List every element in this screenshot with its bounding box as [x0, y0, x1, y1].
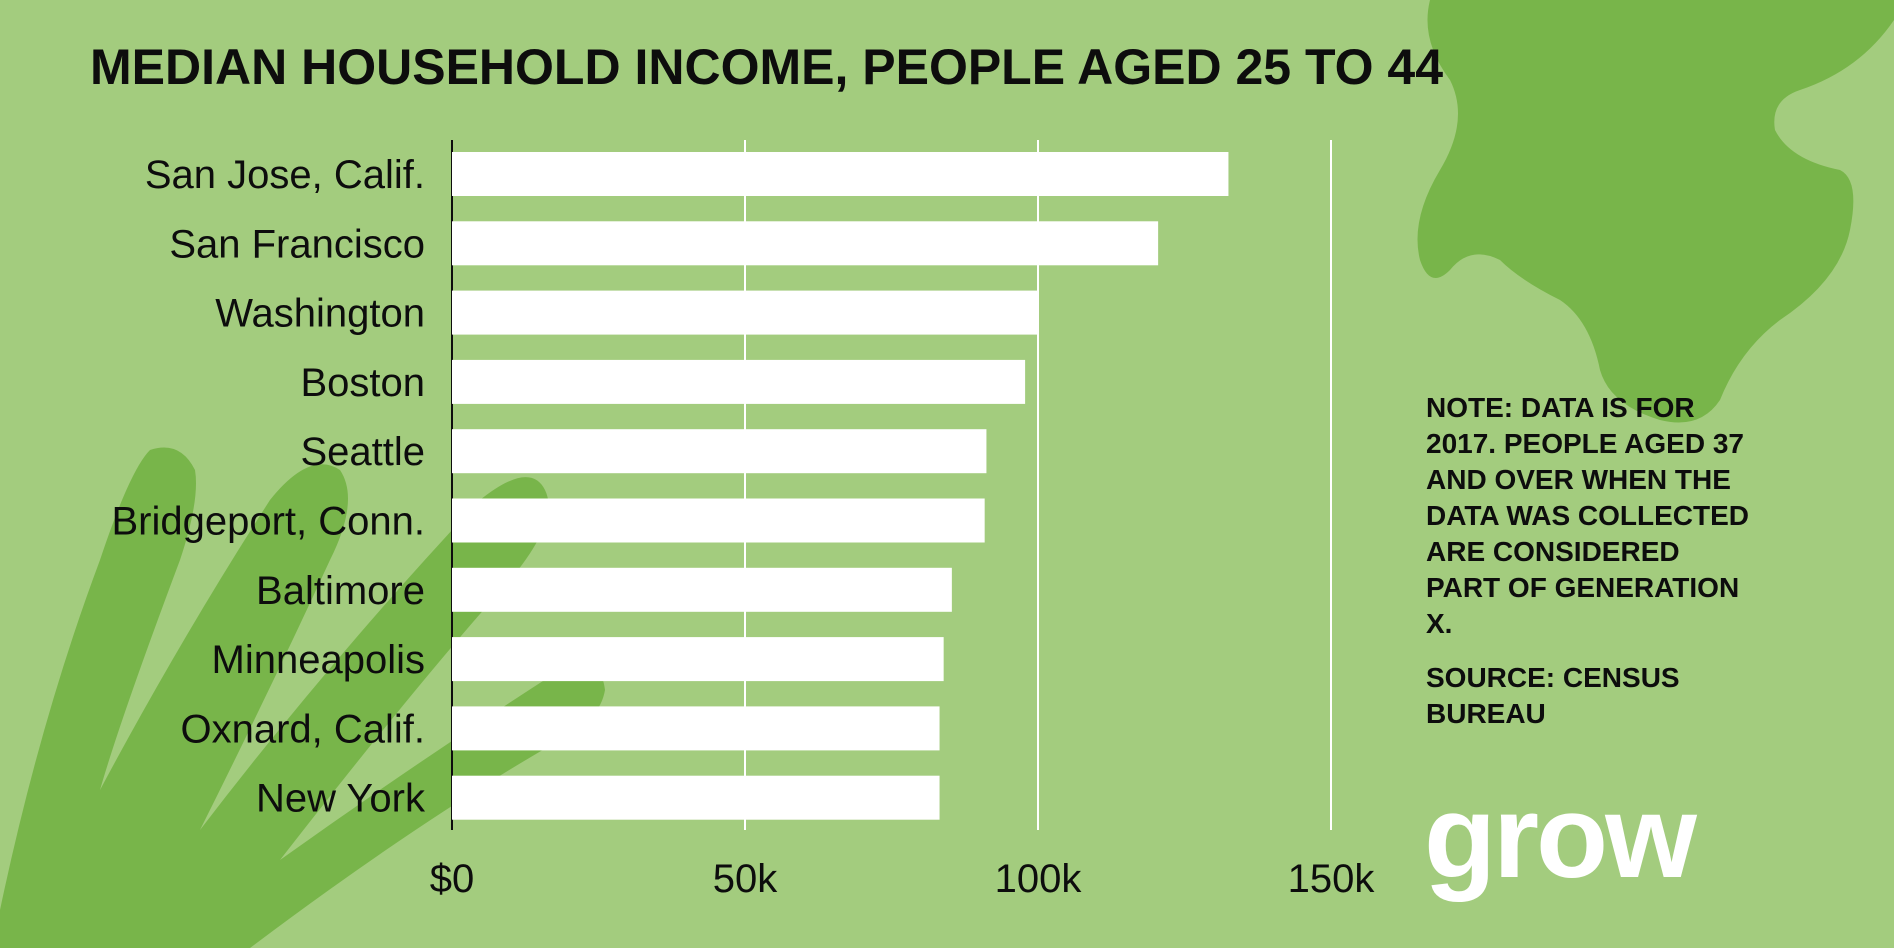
- category-label: San Jose, Calif.: [145, 153, 425, 197]
- grow-logo: grow: [1424, 771, 1697, 903]
- bars: [452, 152, 1229, 820]
- bar: [452, 221, 1159, 266]
- bar: [452, 498, 985, 543]
- x-tick-label: 100k: [995, 857, 1083, 901]
- source-text: SOURCE: CENSUS BUREAU: [1426, 662, 1680, 729]
- category-label: Oxnard, Calif.: [180, 707, 425, 751]
- bar: [452, 706, 940, 751]
- bar: [452, 775, 940, 820]
- bar: [452, 152, 1229, 196]
- bar: [452, 637, 944, 682]
- bar: [452, 290, 1038, 335]
- category-label: Baltimore: [256, 569, 425, 613]
- x-tick-label: $0: [430, 857, 475, 901]
- x-tick-labels: $0 50k 100k 150k: [430, 857, 1376, 901]
- hand-shape-top-right: [1417, 0, 1894, 423]
- category-label: Boston: [300, 361, 425, 405]
- bar: [452, 429, 987, 474]
- x-tick-label: 50k: [713, 857, 778, 901]
- bar: [452, 359, 1026, 404]
- category-labels: San Jose, Calif. San Francisco Washington B…: [111, 153, 426, 821]
- x-tick-label: 150k: [1288, 857, 1376, 901]
- note-text: NOTE: DATA IS FOR 2017. PEOPLE AGED 37 A…: [1426, 392, 1750, 639]
- category-label: San Francisco: [169, 222, 425, 266]
- category-label: Minneapolis: [212, 638, 425, 682]
- note-block: NOTE: DATA IS FOR 2017. PEOPLE AGED 37 A…: [1426, 390, 1756, 750]
- category-label: Bridgeport, Conn.: [111, 500, 425, 544]
- bar: [452, 567, 952, 612]
- chart-title: MEDIAN HOUSEHOLD INCOME, PEOPLE AGED 25 …: [90, 39, 1444, 95]
- category-label: New York: [256, 777, 426, 821]
- category-label: Seattle: [300, 430, 425, 474]
- category-label: Washington: [215, 292, 425, 336]
